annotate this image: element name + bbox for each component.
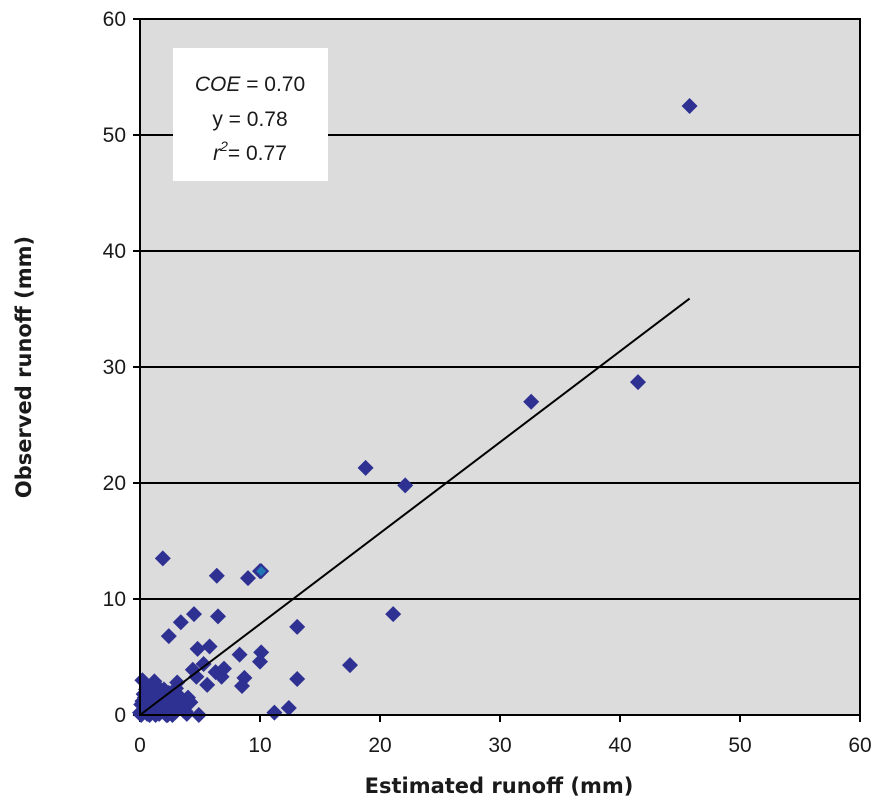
x-tick-label: 20 <box>368 734 391 757</box>
data-point <box>385 606 402 623</box>
grid-lines <box>140 134 860 600</box>
data-points <box>132 98 698 723</box>
data-point <box>208 567 225 584</box>
y-tick-label: 10 <box>103 588 126 611</box>
data-point <box>169 674 186 691</box>
data-point <box>146 680 163 697</box>
data-point <box>280 700 297 717</box>
r-squared-line: r2= 0.77 <box>213 138 287 165</box>
x-tick-label: 10 <box>248 734 271 757</box>
data-point <box>523 393 540 410</box>
x-axis-tick-labels: 0 10 20 30 40 50 60 <box>134 715 872 757</box>
data-point <box>630 374 646 391</box>
data-point <box>397 477 414 494</box>
data-point <box>189 640 206 657</box>
data-point <box>357 459 374 476</box>
data-point <box>154 550 171 567</box>
data-point <box>199 676 216 693</box>
x-axis-title: Estimated runoff (mm) <box>365 774 634 798</box>
r-label: r <box>213 142 221 165</box>
data-point <box>160 628 177 645</box>
stats-box: COE = 0.70 y = 0.78 r2= 0.77 <box>173 48 328 181</box>
y-axis-tick-labels: 0 10 20 30 40 50 60 <box>103 8 140 727</box>
y-tick-label: 30 <box>103 356 126 379</box>
data-point <box>231 646 248 663</box>
data-point <box>266 704 283 721</box>
data-point <box>289 618 306 635</box>
y-tick-label: 50 <box>103 124 126 147</box>
data-point <box>681 98 698 114</box>
data-point <box>178 705 195 722</box>
y-axis-title: Observed runoff (mm) <box>12 236 36 498</box>
y-tick-label: 20 <box>103 472 126 495</box>
coe-value: = 0.70 <box>246 73 305 96</box>
data-point <box>195 655 212 672</box>
data-point <box>139 690 156 707</box>
data-point <box>210 608 226 625</box>
r-superscript: 2 <box>219 138 228 154</box>
data-point <box>234 678 250 694</box>
y-tick-label: 0 <box>114 704 126 727</box>
data-point <box>240 570 256 587</box>
data-point <box>201 638 218 655</box>
data-point <box>289 671 306 688</box>
data-point <box>252 653 268 670</box>
coe-label: COE <box>195 73 242 96</box>
data-point-highlight-center <box>256 566 267 577</box>
x-tick-label: 60 <box>848 734 871 757</box>
data-point <box>186 606 202 623</box>
regression-line <box>139 297 691 716</box>
data-point <box>172 614 189 631</box>
x-tick-label: 30 <box>488 734 511 757</box>
y-tick-label: 40 <box>103 240 126 263</box>
slope-line: y = 0.78 <box>212 108 287 131</box>
data-point <box>253 644 270 661</box>
y-tick-label: 60 <box>103 8 126 31</box>
x-tick-label: 0 <box>134 734 146 757</box>
x-tick-label: 40 <box>608 734 631 757</box>
plot-area-border <box>139 18 861 716</box>
data-point <box>184 661 201 678</box>
r-value: = 0.77 <box>228 142 287 165</box>
coe-line: COE = 0.70 <box>195 73 305 96</box>
data-point <box>342 657 358 674</box>
data-point <box>207 664 224 681</box>
x-tick-label: 50 <box>728 734 751 757</box>
